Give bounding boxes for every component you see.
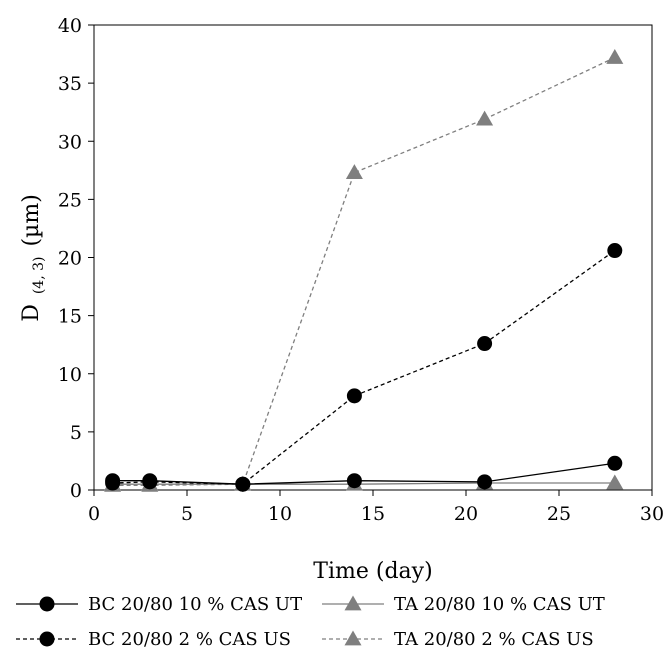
x-tick-label: 0 <box>88 503 100 525</box>
y-axis-title-main: D <box>19 304 44 322</box>
data-point <box>476 110 494 126</box>
legend: BC 20/80 10 % CAS UT TA 20/80 10 % CAS UT… <box>16 594 605 650</box>
x-axis-title: Time (day) <box>313 559 432 584</box>
legend-item: BC 20/80 2 % CAS US <box>16 629 291 650</box>
x-tick-label: 5 <box>181 503 193 525</box>
series-line <box>112 462 615 485</box>
data-point <box>606 49 624 64</box>
plot-area <box>93 24 653 491</box>
series-line <box>112 249 616 485</box>
x-tick-label: 10 <box>268 503 292 525</box>
legend-swatch-marker <box>39 596 55 612</box>
data-point <box>477 336 493 352</box>
data-point <box>606 474 624 490</box>
legend-item: TA 20/80 2 % CAS US <box>322 629 594 650</box>
series-line <box>112 482 615 485</box>
legend-label: BC 20/80 2 % CAS US <box>88 629 291 650</box>
y-tick-label: 0 <box>70 480 82 502</box>
y-tick-label: 35 <box>58 73 82 95</box>
series-layer <box>104 49 624 492</box>
data-point <box>235 476 251 492</box>
legend-swatch-marker <box>39 631 55 647</box>
y-axis-title-subscript: (4, 3) <box>31 257 47 295</box>
series-line <box>112 56 616 487</box>
data-point <box>105 475 121 491</box>
legend-item: BC 20/80 10 % CAS UT <box>16 594 302 615</box>
series-2 <box>105 243 623 492</box>
x-tick-label: 20 <box>454 503 478 525</box>
series-3 <box>104 49 624 492</box>
y-axis-ticks: 0 5 10 15 20 25 30 35 40 <box>58 15 94 502</box>
y-tick-label: 20 <box>58 248 82 270</box>
legend-label: TA 20/80 10 % CAS UT <box>394 594 605 615</box>
y-tick-label: 40 <box>58 15 82 37</box>
x-tick-label: 30 <box>640 503 664 525</box>
data-point <box>345 164 363 180</box>
x-tick-label: 25 <box>547 503 571 525</box>
data-point <box>346 473 362 489</box>
x-axis-ticks: 0 5 10 15 20 25 30 <box>88 490 664 525</box>
y-tick-label: 30 <box>58 131 82 153</box>
y-axis-title: D (4, 3) (µm) <box>19 194 49 322</box>
y-tick-label: 10 <box>58 364 82 386</box>
legend-item: TA 20/80 10 % CAS UT <box>322 594 605 615</box>
y-tick-label: 25 <box>58 189 82 211</box>
data-point <box>607 455 623 471</box>
series-0 <box>105 455 623 492</box>
x-tick-label: 15 <box>361 503 385 525</box>
legend-label: BC 20/80 10 % CAS UT <box>88 594 302 615</box>
legend-label: TA 20/80 2 % CAS US <box>394 629 594 650</box>
legend-swatch-marker <box>344 595 362 611</box>
y-tick-label: 5 <box>70 422 82 444</box>
data-point <box>346 388 362 404</box>
data-point <box>607 243 623 259</box>
data-point <box>477 474 493 490</box>
data-point <box>142 474 158 490</box>
legend-swatch-marker <box>344 630 362 646</box>
y-tick-label: 15 <box>58 306 82 328</box>
y-axis-title-unit: (µm) <box>19 194 44 246</box>
